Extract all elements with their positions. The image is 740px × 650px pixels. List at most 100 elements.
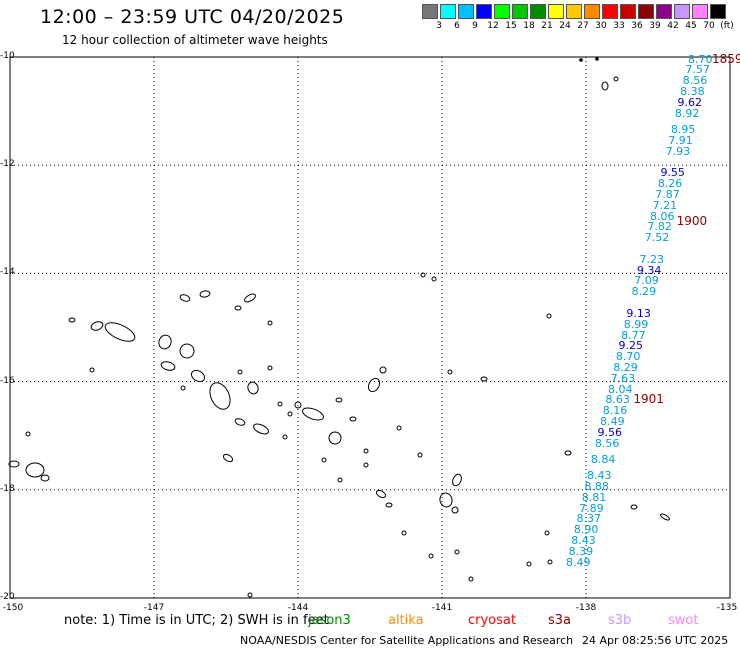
swh-value-label: 9.56 (597, 425, 622, 439)
colorbar-label: 9 (472, 21, 478, 31)
island-outline (349, 416, 357, 422)
swh-value-label: 9.34 (636, 263, 662, 277)
colorbar-swatch (476, 4, 492, 19)
swh-value-label: 8.43 (586, 469, 612, 483)
latitude-label: -14 (0, 267, 15, 278)
island-outline (526, 561, 532, 567)
colorbar-label: 39 (649, 21, 661, 31)
island-outline (234, 418, 246, 426)
swh-value-label: 7.52 (644, 231, 670, 245)
colorbar-label: 30 (595, 21, 607, 31)
island-outline (544, 530, 550, 536)
island-outline (601, 81, 609, 91)
colorbar-label: 42 (667, 21, 679, 31)
footer-credit: NOAA/NESDIS Center for Satellite Applica… (240, 634, 574, 647)
island-outline (287, 411, 293, 417)
colorbar-label: 18 (523, 21, 535, 31)
swh-value-label: 8.84 (590, 452, 616, 466)
swh-value-label: 8.63 (605, 393, 630, 407)
swh-value-label: 7.21 (652, 198, 678, 212)
pass-hour-label: 1901 (633, 392, 664, 407)
island-outline (431, 276, 437, 282)
island-outline (234, 305, 242, 311)
island-outline (277, 401, 283, 407)
island-outline (282, 434, 288, 440)
pass-hour-label: 1900 (676, 213, 708, 228)
lat-lon-grid (10, 57, 730, 598)
swh-value-label: 8.26 (657, 177, 683, 191)
colorbar-unit: (ft) (720, 21, 734, 31)
colorbar-swatch (656, 4, 672, 19)
island-outline (396, 425, 402, 431)
latitude-label: -20 (0, 592, 15, 602)
swh-value-label: 8.81 (581, 490, 607, 504)
swh-value-label: 8.29 (631, 285, 657, 299)
swh-value-label: 9.13 (626, 306, 651, 320)
swh-value-label: 8.37 (576, 512, 601, 526)
island-outline (447, 369, 453, 375)
swh-value-label: 9.62 (677, 95, 703, 109)
swh-value-label: 8.90 (573, 523, 599, 537)
island-outline (454, 549, 460, 555)
map-frame (9, 56, 731, 599)
island-outline (401, 530, 407, 536)
swh-value-label: 9.25 (618, 339, 643, 353)
island-outline (417, 452, 423, 458)
colorbar-label: 45 (685, 21, 697, 31)
swh-value-label: 7.87 (655, 187, 680, 201)
swh-value-label: 8.16 (602, 404, 628, 418)
colorbar-swatch (566, 4, 582, 19)
island-outline (630, 504, 638, 510)
island-outline (546, 313, 552, 319)
colorbar-swatch (692, 4, 708, 19)
island-outline (40, 474, 50, 482)
swh-value-label: 8.38 (680, 85, 705, 99)
island-outline (439, 492, 453, 508)
chart-subtitle: 12 hour collection of altimeter wave hei… (62, 33, 328, 47)
latitude-label: -10 (0, 51, 15, 61)
island-outline (237, 369, 243, 375)
island-outline (428, 553, 434, 559)
island-outline (302, 407, 324, 421)
island-outline (68, 317, 76, 323)
colorbar-swatch (620, 4, 636, 19)
longitude-label: -144 (287, 603, 309, 613)
island-outline (321, 457, 327, 463)
swh-value-label: 8.06 (649, 209, 675, 223)
island-outline (180, 385, 186, 391)
colorbar-label: 24 (559, 21, 571, 31)
island-outline (267, 320, 273, 326)
island-outline (451, 506, 459, 514)
chart-title: 12:00 – 23:59 UTC 04/20/2025 (40, 6, 345, 28)
swh-value-label: 8.39 (568, 544, 594, 558)
island-outline (222, 453, 234, 463)
colorbar-label: 36 (631, 21, 643, 31)
island-outline (247, 592, 253, 598)
island-dot (595, 57, 599, 61)
legend-cryosat: cryosat (468, 613, 516, 628)
island-outline (660, 513, 670, 521)
island-outline (179, 294, 191, 302)
island-outline (375, 489, 387, 499)
legend-s3b: s3b (608, 613, 632, 628)
colorbar-label: 12 (487, 21, 499, 31)
swh-value-label: 7.23 (639, 252, 664, 266)
island-outline (328, 431, 342, 445)
island-outline (199, 290, 211, 298)
swh-value-label: 7.09 (634, 274, 659, 288)
swh-value-label: 8.95 (670, 122, 696, 136)
island-outline (90, 321, 104, 331)
colorbar-swatch (674, 4, 690, 19)
colorbar-swatch (512, 4, 528, 19)
swh-value-label: 8.92 (674, 106, 700, 120)
swh-value-label: 8.99 (623, 317, 649, 331)
longitude-label: -135 (716, 603, 738, 613)
island-outline (363, 448, 369, 454)
colorbar-label: 15 (505, 21, 517, 31)
island-outline (179, 343, 195, 359)
island-outline (104, 322, 136, 342)
colorbar-swatch (602, 4, 618, 19)
island-outline (209, 382, 231, 410)
swh-value-label: 7.91 (668, 133, 693, 147)
swh-value-label: 8.49 (600, 415, 625, 429)
